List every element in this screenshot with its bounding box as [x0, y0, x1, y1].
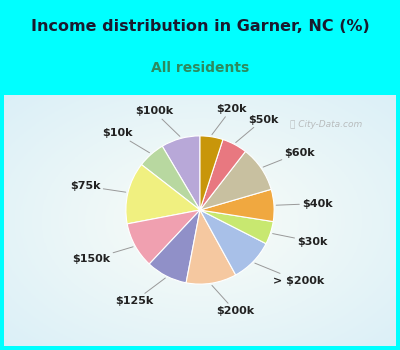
Wedge shape [200, 210, 273, 244]
Text: $200k: $200k [212, 285, 254, 316]
Text: ⓘ City-Data.com: ⓘ City-Data.com [290, 120, 362, 129]
Text: $75k: $75k [70, 181, 126, 192]
Text: $150k: $150k [72, 247, 133, 264]
Wedge shape [200, 189, 274, 222]
Wedge shape [126, 164, 200, 224]
Text: $10k: $10k [102, 128, 150, 153]
Wedge shape [200, 152, 271, 210]
Wedge shape [200, 210, 266, 275]
Text: Income distribution in Garner, NC (%): Income distribution in Garner, NC (%) [31, 19, 369, 34]
Wedge shape [200, 140, 246, 210]
Text: $60k: $60k [263, 147, 315, 167]
Text: All residents: All residents [151, 61, 249, 75]
Wedge shape [186, 210, 236, 284]
Wedge shape [162, 136, 200, 210]
Wedge shape [127, 210, 200, 264]
Text: $125k: $125k [115, 278, 165, 306]
Text: > $200k: > $200k [255, 263, 325, 286]
Wedge shape [149, 210, 200, 283]
Wedge shape [200, 136, 223, 210]
Text: $50k: $50k [236, 114, 278, 142]
Text: $100k: $100k [135, 106, 180, 136]
Text: $20k: $20k [212, 104, 246, 135]
Text: $40k: $40k [276, 198, 333, 209]
Text: $30k: $30k [273, 233, 328, 247]
Wedge shape [142, 146, 200, 210]
